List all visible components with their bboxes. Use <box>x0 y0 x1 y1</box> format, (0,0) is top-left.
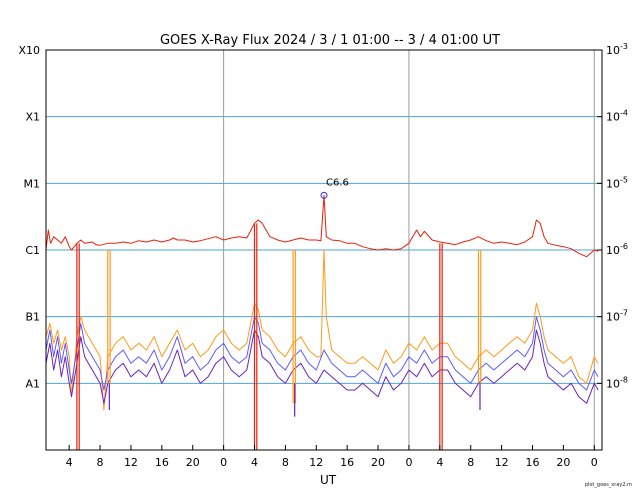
left-tick-label-4: B1 <box>25 311 40 324</box>
right-tick-label-3: 10-6 <box>606 242 628 257</box>
flare-peak-label: C6.6 <box>326 177 349 188</box>
x-tick-label-15: 16 <box>526 456 540 469</box>
x-axis-label: UT <box>320 473 337 487</box>
x-tick-label-3: 16 <box>155 456 169 469</box>
right-tick-exponent: -8 <box>620 375 628 384</box>
series-line-0 <box>45 194 599 258</box>
chart-title: GOES X-Ray Flux 2024 / 3 / 1 01:00 -- 3 … <box>160 33 500 48</box>
x-tick-label-0: 4 <box>66 456 73 469</box>
left-tick-label-5: A1 <box>25 377 40 390</box>
right-tick-base: 10 <box>606 311 620 324</box>
x-tick-label-10: 20 <box>371 456 385 469</box>
series-line-1 <box>45 249 599 411</box>
left-tick-label-3: C1 <box>25 244 40 257</box>
x-tick-label-8: 12 <box>309 456 323 469</box>
axis-ticks: 4 8 12 16 20 0 4 8 12 16 20 0 4 8 12 16 20 0 X10 X1 M1 C1 B1 A1… <box>18 42 628 469</box>
right-tick-exponent: -7 <box>620 309 628 318</box>
right-tick-base: 10 <box>606 244 620 257</box>
x-tick-label-5: 0 <box>220 456 227 469</box>
right-tick-exponent: -5 <box>620 175 628 184</box>
right-tick-exponent: -6 <box>620 242 628 251</box>
right-tick-base: 10 <box>606 44 620 57</box>
right-tick-base: 10 <box>606 111 620 124</box>
right-tick-exponent: -3 <box>620 42 628 51</box>
x-tick-label-1: 8 <box>97 456 104 469</box>
right-tick-label-0: 10-3 <box>606 42 628 57</box>
right-tick-label-2: 10-5 <box>606 175 628 190</box>
x-tick-label-13: 8 <box>467 456 474 469</box>
x-tick-label-7: 8 <box>282 456 289 469</box>
right-tick-base: 10 <box>606 377 620 390</box>
x-tick-label-6: 4 <box>251 456 258 469</box>
right-tick-exponent: -4 <box>620 109 628 118</box>
x-tick-label-4: 20 <box>186 456 200 469</box>
right-tick-label-1: 10-4 <box>606 109 628 124</box>
flux-series: C6.6 <box>45 177 599 450</box>
series-line-2 <box>45 316 599 391</box>
x-tick-label-17: 0 <box>591 456 598 469</box>
x-tick-label-12: 4 <box>436 456 443 469</box>
x-tick-label-16: 20 <box>556 456 570 469</box>
footer-label: plot_goes_xray2.m <box>585 482 632 488</box>
right-tick-base: 10 <box>606 177 620 190</box>
right-tick-label-5: 10-8 <box>606 375 628 390</box>
x-tick-label-9: 16 <box>340 456 354 469</box>
right-tick-label-4: 10-7 <box>606 309 628 324</box>
series-line-3 <box>45 329 599 404</box>
left-tick-label-2: M1 <box>24 177 41 190</box>
left-tick-label-1: X1 <box>25 111 40 124</box>
x-tick-label-14: 12 <box>495 456 509 469</box>
x-tick-label-2: 12 <box>124 456 138 469</box>
left-tick-label-0: X10 <box>18 44 40 57</box>
flare-peak-marker <box>320 191 328 199</box>
x-tick-label-11: 0 <box>405 456 412 469</box>
